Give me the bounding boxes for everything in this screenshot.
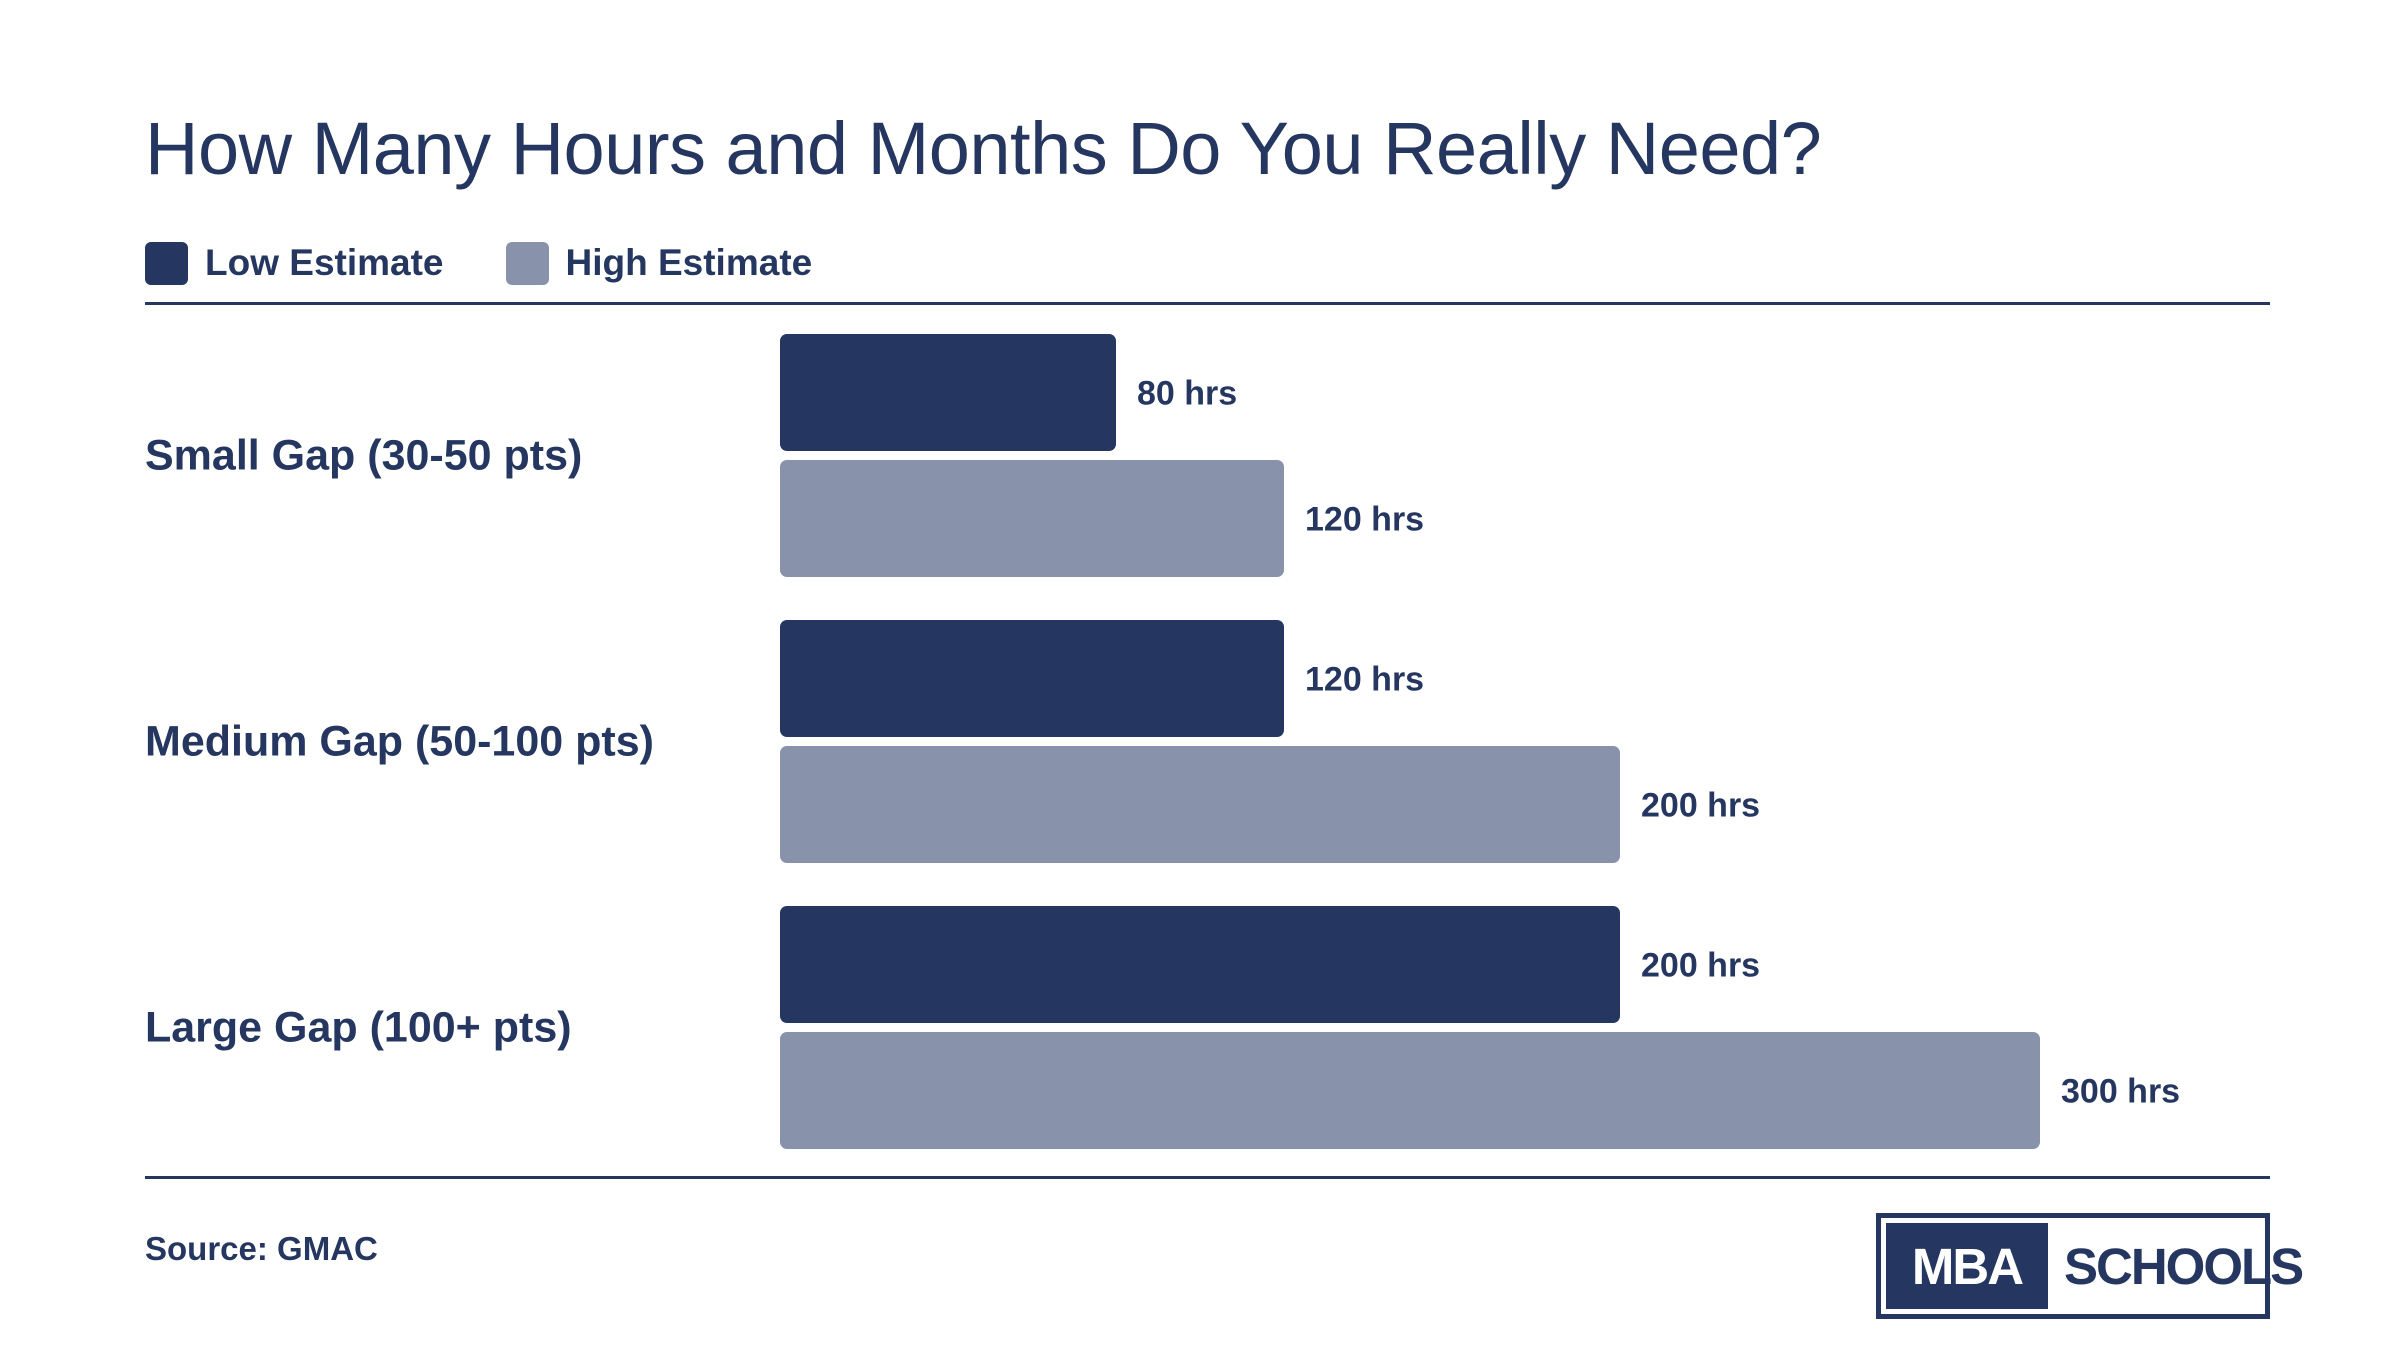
logo-schools-text: SCHOOLS [2064,1237,2304,1295]
bar-high-estimate [780,1032,2040,1149]
bar-high-estimate [780,746,1620,863]
bar-value-label: 200 hrs [1641,947,1760,985]
legend-swatch-high [505,241,549,285]
legend-label-high: High Estimate [565,242,813,283]
legend-label-low: Low Estimate [205,242,444,283]
bar-value-label: 300 hrs [2061,1073,2180,1111]
bar-low-estimate [780,334,1116,451]
legend-item-high: High Estimate [505,241,813,285]
category-label: Medium Gap (50-100 pts) [145,718,654,766]
bar-value-label: 120 hrs [1305,661,1424,699]
category-label: Small Gap (30-50 pts) [145,432,582,480]
mba-schools-logo: MBA SCHOOLS [1876,1213,2304,1319]
logo-mba-text: MBA [1886,1223,2048,1309]
legend-item-low: Low Estimate [145,241,444,285]
bar-value-label: 120 hrs [1305,501,1424,539]
legend: Low Estimate High Estimate [145,240,874,286]
chart-title: How Many Hours and Months Do You Really … [145,107,1822,190]
bar-high-estimate [780,460,1284,577]
bar-value-label: 80 hrs [1137,375,1237,413]
bar-low-estimate [780,620,1284,737]
legend-swatch-low [145,241,188,285]
top-divider [145,302,2270,305]
bar-low-estimate [780,906,1620,1023]
source-note: Source: GMAC [145,1230,378,1267]
bottom-divider [145,1176,2270,1179]
category-label: Large Gap (100+ pts) [145,1004,572,1052]
bar-value-label: 200 hrs [1641,787,1760,825]
